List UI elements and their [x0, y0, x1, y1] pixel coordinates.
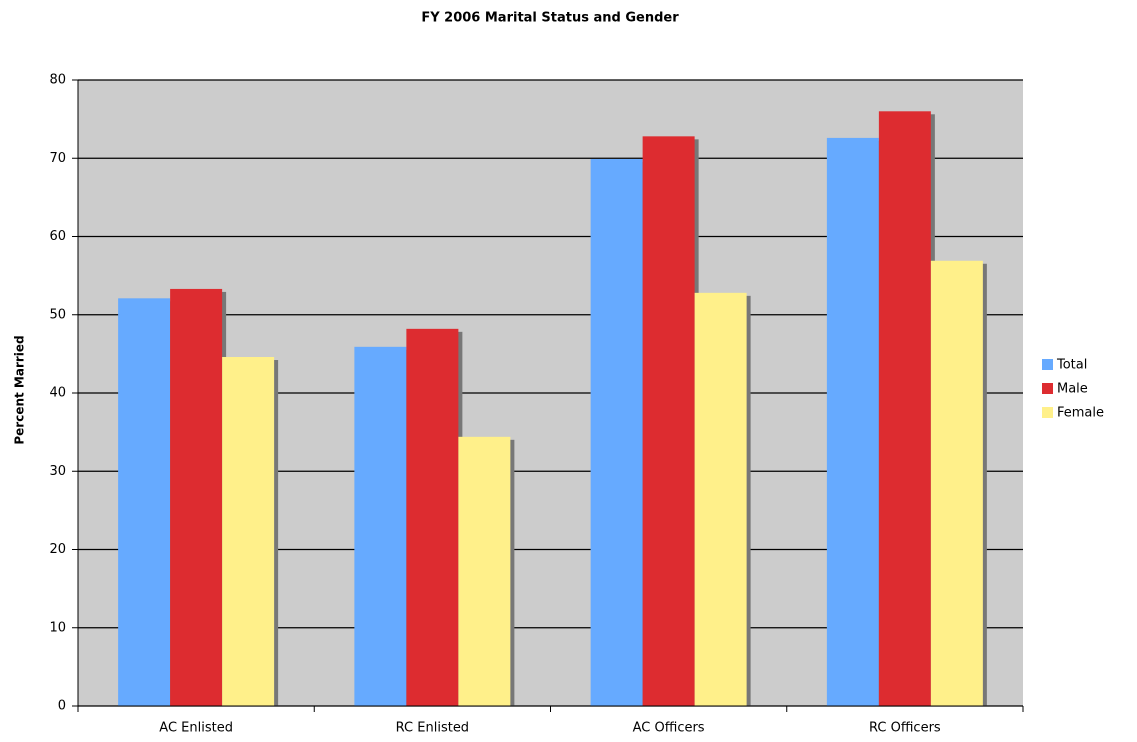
bar [694, 292, 747, 706]
y-tick-label: 50 [49, 307, 66, 322]
y-tick-label: 30 [49, 464, 66, 479]
y-tick-label: 70 [49, 151, 66, 166]
y-tick-label: 10 [49, 620, 66, 635]
y-tick-label: 60 [49, 229, 66, 244]
bar [590, 159, 643, 707]
legend-label: Total [1056, 358, 1087, 373]
bar [222, 357, 275, 706]
bar [458, 436, 511, 706]
x-tick-label: RC Officers [869, 721, 941, 736]
bar [354, 346, 407, 706]
y-axis-title: Percent Married [13, 335, 27, 444]
y-tick-label: 80 [49, 73, 66, 88]
bar [170, 288, 223, 706]
x-tick-label: RC Enlisted [396, 721, 469, 736]
y-tick-label: 40 [49, 386, 66, 401]
bar [826, 137, 879, 706]
chart-title: FY 2006 Marital Status and Gender [421, 11, 679, 26]
y-tick-label: 0 [58, 699, 66, 714]
bar [878, 111, 931, 707]
legend-swatch [1042, 359, 1053, 370]
legend-swatch [1042, 383, 1053, 394]
y-tick-label: 20 [49, 542, 66, 557]
bar [118, 298, 171, 706]
bar [930, 260, 983, 706]
bar [406, 328, 459, 706]
legend-swatch [1042, 407, 1053, 418]
legend-label: Male [1057, 382, 1088, 397]
x-tick-label: AC Enlisted [159, 721, 233, 736]
x-tick-label: AC Officers [633, 721, 705, 736]
bar [642, 136, 695, 707]
legend-label: Female [1057, 406, 1104, 421]
